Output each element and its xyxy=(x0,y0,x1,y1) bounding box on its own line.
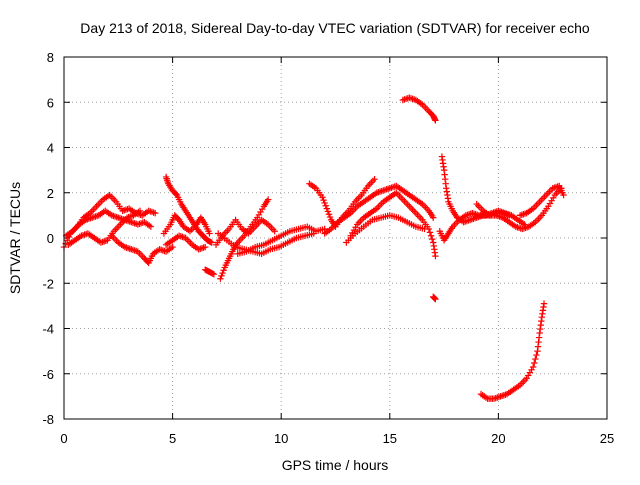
data-point-plus xyxy=(533,351,540,359)
data-point-plus xyxy=(271,228,278,235)
y-tick-label: 8 xyxy=(47,50,54,65)
data-point-plus xyxy=(172,190,180,198)
series-trace-r xyxy=(430,293,439,303)
data-point-plus xyxy=(217,275,224,282)
data-point-plus xyxy=(64,237,71,244)
data-point-plus xyxy=(325,211,333,218)
x-tick-label: 0 xyxy=(60,431,67,446)
data-point-plus xyxy=(427,232,435,239)
data-marks xyxy=(60,94,567,402)
series-trace-g xyxy=(162,232,209,253)
x-tick-labels: 0 5 10 15 20 25 xyxy=(60,431,614,446)
series-trace-p xyxy=(343,212,428,246)
data-point-plus xyxy=(560,191,567,199)
data-point-plus xyxy=(320,196,327,204)
data-point-plus xyxy=(218,272,225,280)
data-point-plus xyxy=(432,252,439,260)
y-tick-label: -8 xyxy=(42,412,54,427)
data-point-plus xyxy=(321,199,328,207)
data-point-plus xyxy=(210,271,218,278)
y-tick-label: 0 xyxy=(47,231,54,246)
y-tick-label: -2 xyxy=(42,276,54,291)
data-point-plus xyxy=(323,205,331,212)
data-point-plus xyxy=(428,235,436,243)
series-trace-v xyxy=(516,182,567,219)
y-tick-label: 4 xyxy=(47,141,54,156)
data-point-plus xyxy=(319,194,326,201)
grid-lines xyxy=(64,57,607,419)
x-axis-label: GPS time / hours xyxy=(282,457,389,473)
series-trace-f xyxy=(160,212,213,237)
x-tick-label: 10 xyxy=(274,431,288,446)
data-point-plus xyxy=(219,269,226,277)
data-point-plus xyxy=(264,196,272,203)
data-point-plus xyxy=(322,202,329,209)
data-point-plus xyxy=(432,295,439,303)
data-point-plus xyxy=(136,207,144,215)
y-axis-label: SDTVAR / TECUs xyxy=(7,182,23,294)
data-point-plus xyxy=(421,225,428,233)
data-point-plus xyxy=(220,267,227,274)
y-tick-label: -4 xyxy=(42,322,54,337)
series-trace-n xyxy=(321,182,437,237)
data-point-plus xyxy=(426,229,434,236)
data-point-plus xyxy=(540,300,548,307)
y-tick-label: 2 xyxy=(47,186,54,201)
x-tick-label: 20 xyxy=(491,431,505,446)
data-point-plus xyxy=(208,239,215,246)
chart-title: Day 213 of 2018, Sidereal Day-to-day VTE… xyxy=(80,20,590,36)
series-trace-u xyxy=(473,185,565,233)
data-point-plus xyxy=(532,355,539,363)
data-point-plus xyxy=(531,359,538,367)
data-point-plus xyxy=(432,117,439,124)
y-tick-label: -6 xyxy=(42,367,54,382)
x-tick-label: 15 xyxy=(383,431,397,446)
data-point-plus xyxy=(169,243,176,251)
series-trace-k xyxy=(215,230,317,258)
data-point-plus xyxy=(147,223,155,230)
data-point-plus xyxy=(324,208,332,215)
y-tick-labels: -8 -6 -4 -2 0 2 4 6 8 xyxy=(42,50,54,427)
x-tick-label: 5 xyxy=(169,431,176,446)
data-point-plus xyxy=(201,243,209,251)
plot-frame xyxy=(63,56,608,420)
series-trace-l xyxy=(234,223,328,258)
series-trace-w xyxy=(477,300,548,402)
series-trace-q xyxy=(399,94,439,124)
data-point-plus xyxy=(529,363,537,371)
series-trace-o xyxy=(347,189,439,260)
x-tick-label: 25 xyxy=(600,431,614,446)
data-point-plus xyxy=(152,209,159,217)
series-trace-t xyxy=(436,207,528,244)
y-tick-label: 6 xyxy=(47,95,54,110)
series-trace-d xyxy=(108,232,176,267)
series-trace-e xyxy=(162,173,215,246)
data-point-plus xyxy=(326,213,334,221)
data-point-plus xyxy=(206,230,213,237)
axis-ticks xyxy=(63,56,608,420)
data-point-plus xyxy=(371,175,378,183)
series-trace-h xyxy=(201,266,218,278)
data-point-plus xyxy=(430,214,437,221)
